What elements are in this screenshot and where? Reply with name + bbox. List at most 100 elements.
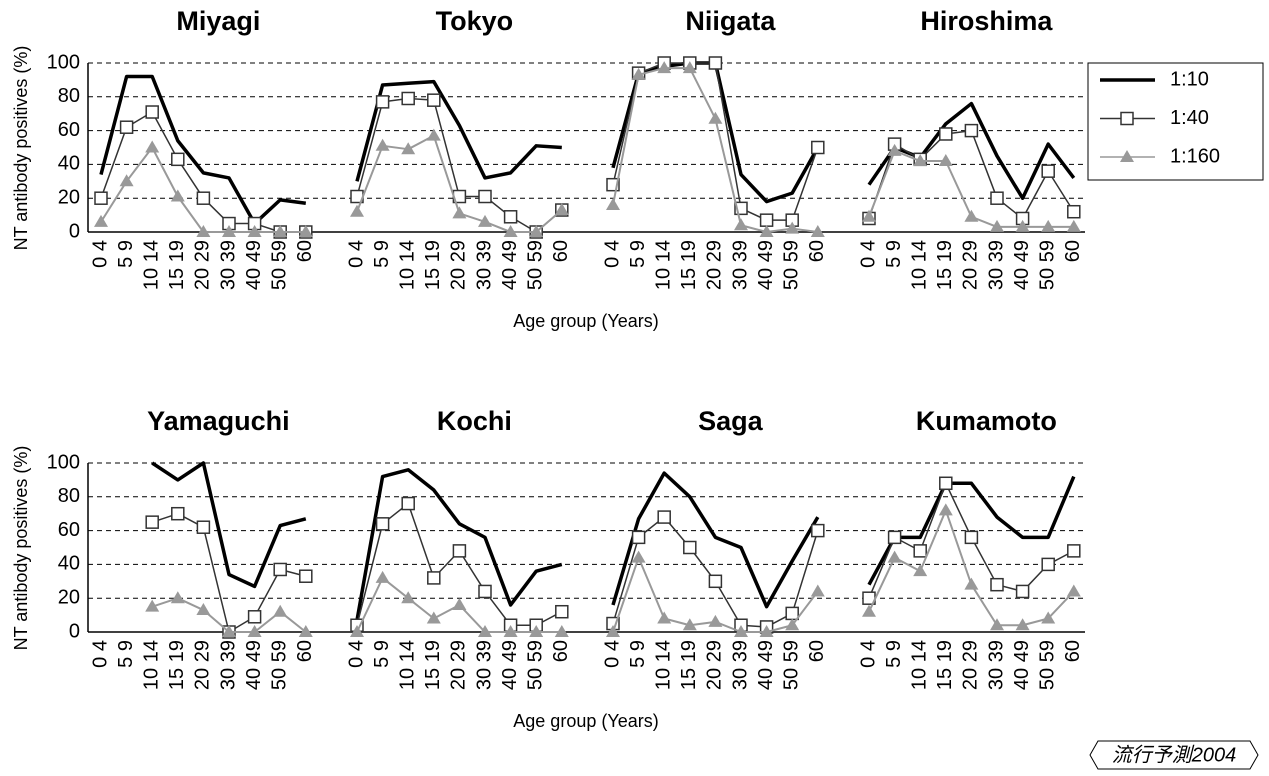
x-tick-label: 0 4 bbox=[89, 240, 111, 268]
x-tick-label: 10 14 bbox=[652, 240, 674, 290]
x-tick-label: 15 19 bbox=[934, 640, 956, 690]
marker-square bbox=[939, 127, 953, 141]
marker-square bbox=[401, 91, 415, 106]
x-tick-label: 40 49 bbox=[1011, 240, 1033, 290]
x-tick-label: 20 29 bbox=[704, 240, 726, 290]
marker-square bbox=[1041, 557, 1055, 572]
series-line bbox=[151, 461, 307, 589]
x-tick-label: 5 9 bbox=[627, 240, 649, 268]
series-line bbox=[612, 67, 818, 233]
x-tick-label: 10 14 bbox=[140, 240, 162, 290]
x-tick-label: 5 9 bbox=[883, 640, 905, 668]
marker-square bbox=[171, 152, 185, 167]
marker-triangle bbox=[247, 625, 262, 637]
y-tick-label: 0 bbox=[69, 620, 80, 642]
watermark-box bbox=[1089, 740, 1259, 770]
x-tick-label: 60 bbox=[806, 640, 828, 662]
x-tick-label: 20 29 bbox=[192, 640, 214, 690]
x-tick-label: 30 39 bbox=[985, 640, 1007, 690]
marker-square bbox=[887, 530, 902, 545]
marker-triangle bbox=[606, 197, 620, 210]
marker-square bbox=[375, 95, 390, 109]
marker-square bbox=[478, 189, 492, 204]
x-tick-label: 5 9 bbox=[371, 240, 393, 268]
x-tick-label: 10 14 bbox=[140, 640, 162, 690]
x-tick-label: 20 29 bbox=[448, 640, 470, 690]
y-axis-title: NT antibody positives (%) bbox=[11, 446, 31, 651]
x-tick-label: 10 14 bbox=[396, 240, 418, 290]
x-tick-label: 20 29 bbox=[960, 240, 982, 290]
legend-label: 1:10 bbox=[1170, 68, 1209, 90]
marker-square bbox=[94, 191, 108, 205]
marker-triangle bbox=[426, 611, 441, 624]
x-tick-label: 40 49 bbox=[243, 240, 265, 290]
y-tick-label: 20 bbox=[58, 586, 80, 608]
x-tick-label: 40 49 bbox=[1011, 640, 1033, 690]
marker-triangle bbox=[887, 550, 902, 563]
marker-triangle bbox=[375, 138, 390, 151]
marker-square bbox=[119, 120, 134, 134]
marker-triangle bbox=[606, 625, 620, 637]
x-tick-label: 5 9 bbox=[883, 240, 905, 268]
marker-triangle bbox=[657, 61, 672, 74]
x-tick-label: 30 39 bbox=[729, 240, 751, 290]
x-tick-label: 15 19 bbox=[934, 240, 956, 290]
y-tick-label: 80 bbox=[58, 85, 80, 107]
marker-square bbox=[785, 606, 799, 621]
legend-marker bbox=[1120, 111, 1134, 126]
marker-square bbox=[555, 604, 569, 619]
series-line bbox=[867, 101, 1076, 200]
panel-title: Kochi bbox=[437, 406, 512, 436]
x-tick-label: 50 59 bbox=[1036, 640, 1058, 690]
marker-triangle bbox=[196, 225, 211, 237]
panel-title: Yamaguchi bbox=[147, 406, 290, 436]
y-tick-label: 40 bbox=[58, 153, 80, 175]
marker-triangle bbox=[298, 625, 313, 637]
marker-square bbox=[964, 123, 979, 138]
marker-triangle bbox=[759, 225, 774, 237]
marker-square bbox=[683, 540, 697, 555]
marker-triangle bbox=[862, 604, 876, 617]
x-tick-label: 40 49 bbox=[499, 240, 521, 290]
marker-triangle bbox=[785, 221, 800, 234]
marker-square bbox=[708, 56, 723, 70]
x-tick-label: 15 19 bbox=[422, 640, 444, 690]
y-tick-label: 60 bbox=[58, 119, 80, 141]
marker-square bbox=[401, 496, 415, 511]
marker-triangle bbox=[657, 611, 672, 624]
marker-square bbox=[452, 544, 467, 558]
series-line bbox=[867, 475, 1076, 586]
x-tick-label: 60 bbox=[806, 240, 828, 262]
watermark: 流行予測2004 bbox=[1112, 744, 1237, 766]
x-tick-label: 30 39 bbox=[729, 640, 751, 690]
series-line bbox=[100, 146, 306, 233]
y-tick-label: 80 bbox=[58, 485, 80, 507]
y-tick-label: 20 bbox=[58, 186, 80, 208]
marker-triangle bbox=[1041, 611, 1056, 624]
marker-triangle bbox=[94, 214, 108, 227]
marker-square bbox=[247, 610, 262, 624]
marker-triangle bbox=[759, 625, 774, 637]
x-tick-label: 50 59 bbox=[780, 640, 802, 690]
series-line bbox=[355, 468, 563, 621]
marker-triangle bbox=[222, 225, 236, 237]
marker-triangle bbox=[631, 67, 646, 80]
marker-triangle bbox=[1015, 219, 1030, 232]
x-axis-title: Age group (Years) bbox=[513, 711, 658, 731]
marker-triangle bbox=[196, 603, 211, 616]
marker-triangle bbox=[478, 625, 492, 637]
marker-square bbox=[299, 569, 313, 583]
marker-triangle bbox=[350, 204, 364, 217]
x-tick-label: 10 14 bbox=[908, 240, 930, 290]
marker-triangle bbox=[298, 225, 313, 237]
x-tick-label: 10 14 bbox=[396, 640, 418, 690]
marker-triangle bbox=[810, 225, 825, 237]
x-tick-label: 30 39 bbox=[217, 640, 239, 690]
marker-triangle bbox=[785, 618, 800, 631]
x-tick-label: 0 4 bbox=[89, 640, 111, 668]
x-tick-label: 0 4 bbox=[857, 640, 879, 668]
x-tick-label: 30 39 bbox=[217, 240, 239, 290]
marker-square bbox=[478, 584, 492, 599]
marker-triangle bbox=[1041, 219, 1056, 232]
marker-triangle bbox=[1066, 584, 1081, 597]
